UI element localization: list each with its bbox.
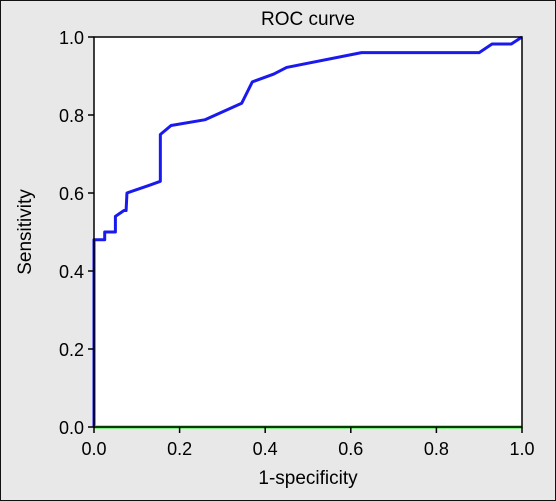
x-tick-label: 0.2 [167,439,192,459]
y-axis-ticks: 0.0 0.2 0.4 0.6 0.8 1.0 [59,28,94,438]
y-tick-label: 1.0 [59,28,84,48]
y-axis-label: Sensitivity [15,189,36,275]
x-tick-label: 1.0 [509,439,534,459]
plot-frame [93,36,523,428]
x-tick-label: 0.8 [424,439,449,459]
y-tick-label: 0.6 [59,184,84,204]
x-tick-label: 0.4 [253,439,278,459]
y-tick-label: 0.4 [59,262,84,282]
roc-curve-line [92,35,523,427]
y-tick-label: 0.0 [59,418,84,438]
x-tick-label: 0.0 [81,439,106,459]
x-tick-label: 0.6 [338,439,363,459]
y-tick-label: 0.2 [59,340,84,360]
y-tick-label: 0.8 [59,106,84,126]
chart-title: ROC curve [261,9,355,30]
x-axis-ticks: 0.0 0.2 0.4 0.6 0.8 1.0 [81,427,535,459]
x-axis-label: 1-specificity [258,468,358,489]
plot-area [94,37,522,427]
